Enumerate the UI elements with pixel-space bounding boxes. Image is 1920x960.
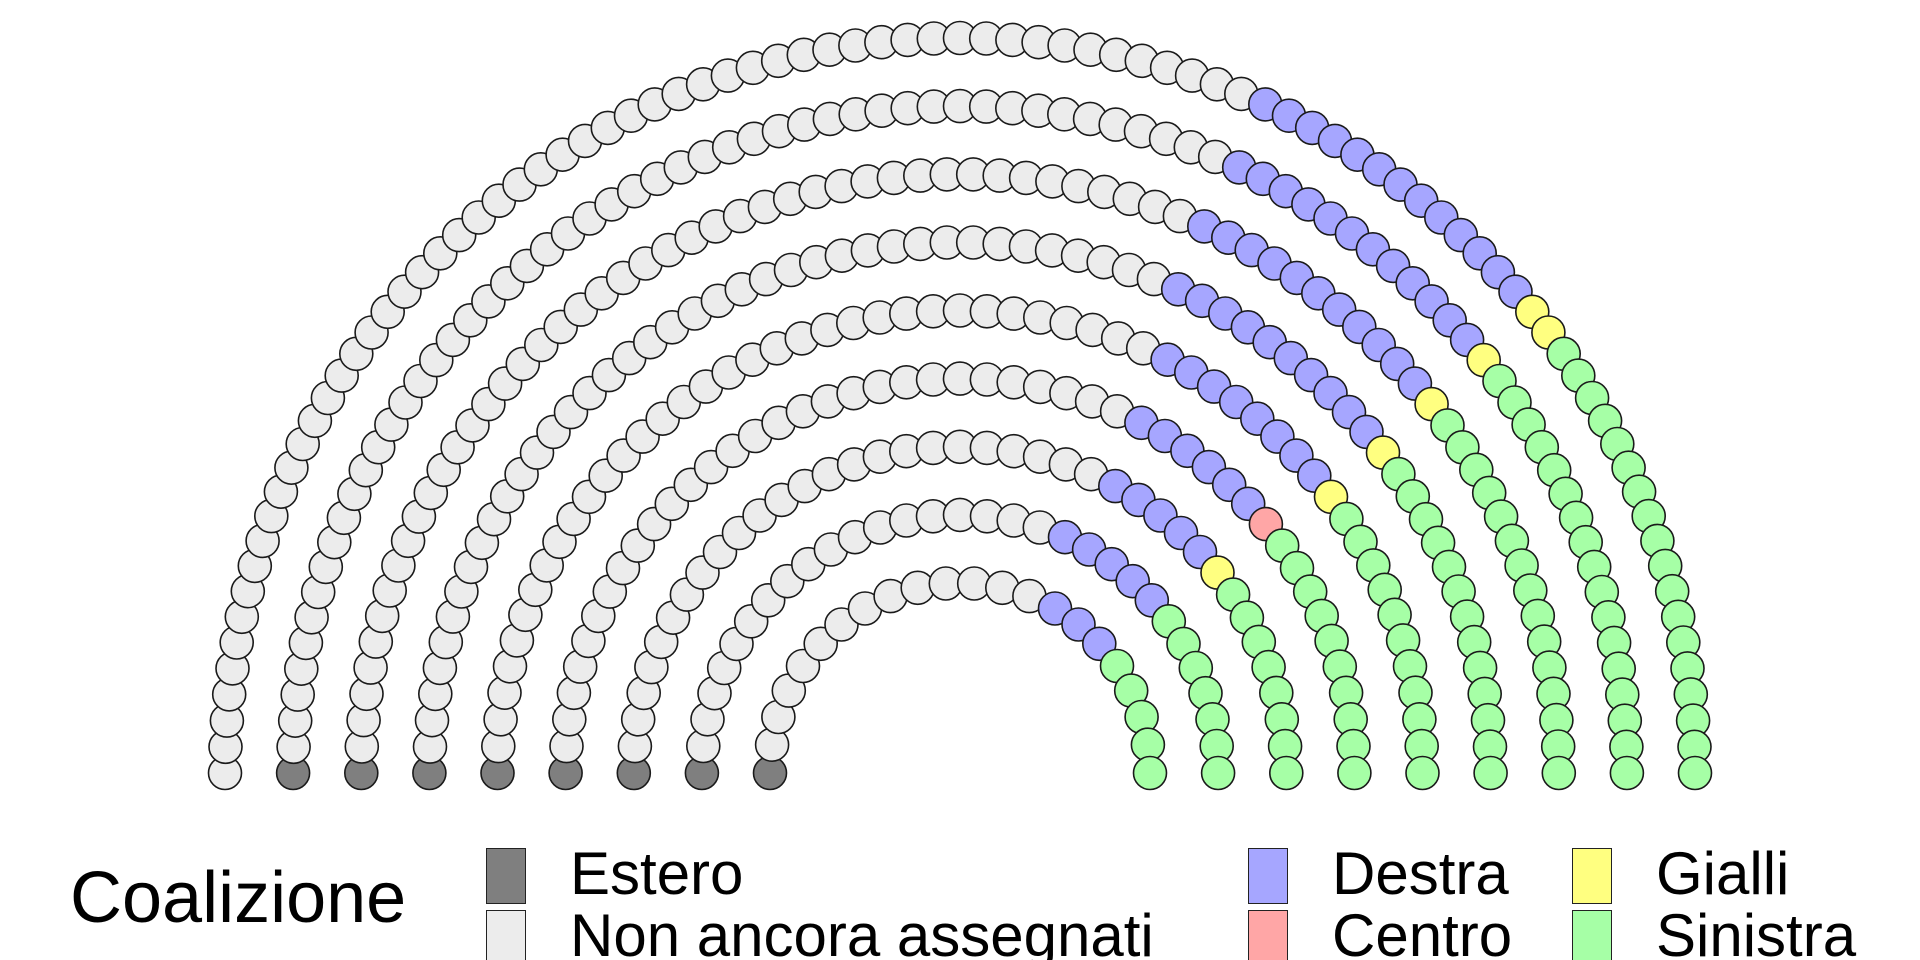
seat-sinistra	[1405, 755, 1440, 791]
seat-sinistra	[1200, 755, 1236, 791]
seat-sinistra	[1473, 755, 1508, 791]
seat-sinistra	[1337, 755, 1372, 791]
seat-sinistra	[1609, 755, 1645, 791]
seat-sinistra	[1677, 755, 1713, 791]
seat-sinistra	[1541, 755, 1577, 791]
seat-sinistra	[1269, 755, 1304, 791]
seat-sinistra	[1132, 755, 1168, 791]
